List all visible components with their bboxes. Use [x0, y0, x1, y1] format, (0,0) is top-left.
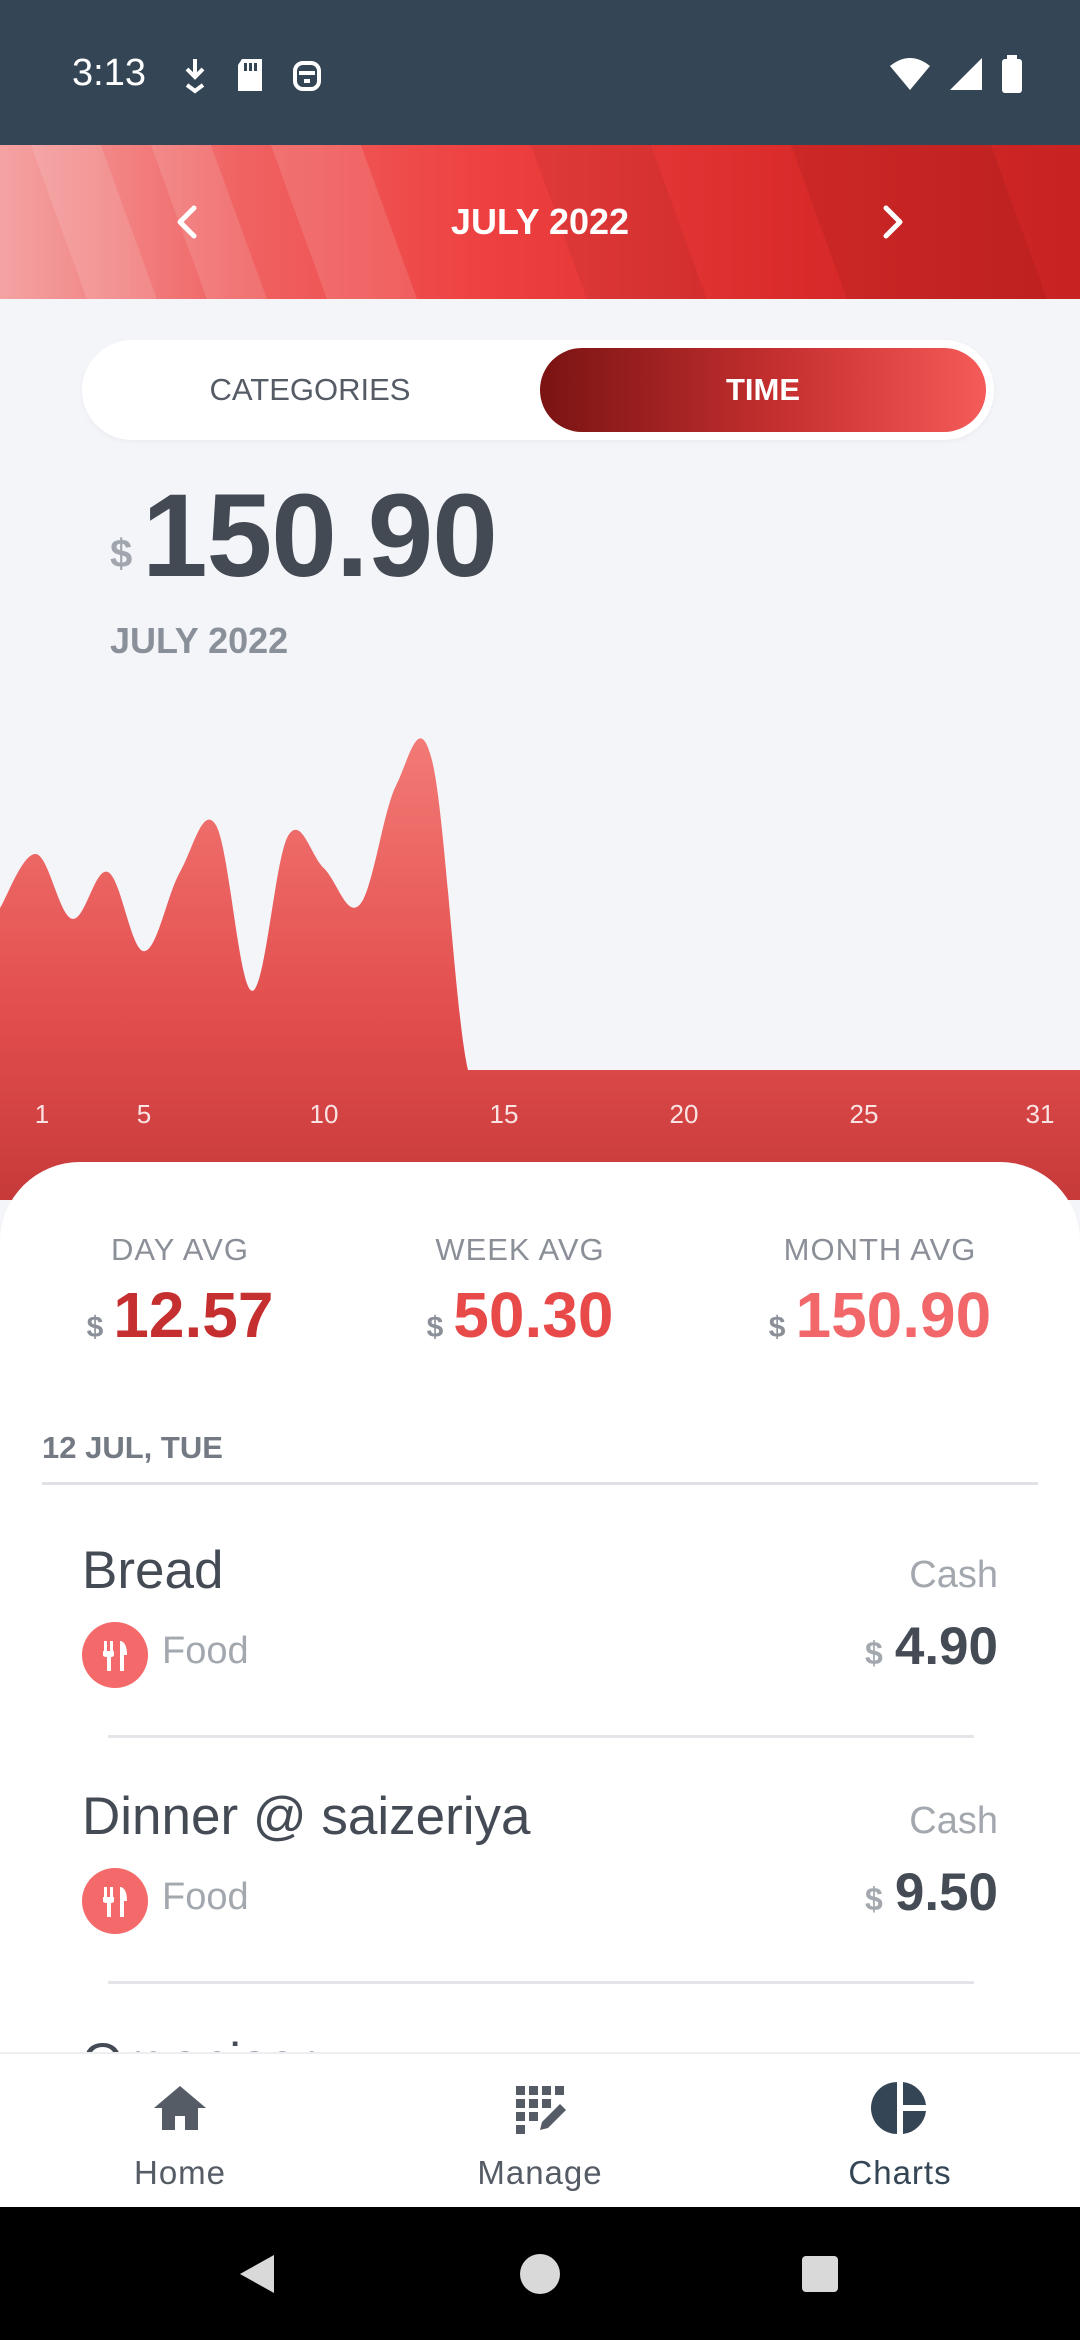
- recents-square-icon: [802, 2256, 838, 2292]
- battery-icon: [1002, 55, 1022, 93]
- transaction-payment-method: Cash: [909, 1554, 998, 1596]
- x-tick-label: 15: [490, 1099, 519, 1129]
- system-recents-button[interactable]: [785, 2239, 855, 2309]
- transaction-divider: [108, 1735, 974, 1738]
- x-tick-label: 10: [310, 1099, 339, 1129]
- status-system-icons: [888, 55, 1024, 93]
- details-sheet: DAY AVG $ 12.57 WEEK AVG $ 50.30 MONTH A…: [0, 1162, 1080, 2182]
- total-period: JULY 2022: [110, 620, 289, 661]
- system-back-button[interactable]: [222, 2239, 292, 2309]
- nav-charts-label: Charts: [848, 2154, 952, 2191]
- week-average-value: 50.30: [453, 1279, 614, 1351]
- nav-charts[interactable]: Charts: [720, 2054, 1080, 2209]
- nav-manage[interactable]: Manage: [360, 2054, 720, 2209]
- transaction-category: Food: [162, 1876, 249, 1918]
- transaction-currency: $: [865, 1635, 883, 1671]
- month-average-currency: $: [768, 1311, 786, 1344]
- status-time: 3:13: [72, 52, 146, 94]
- x-tick-label: 1: [35, 1099, 49, 1129]
- x-tick-label: 31: [1026, 1099, 1055, 1129]
- tab-categories[interactable]: CATEGORIES: [209, 372, 411, 407]
- home-circle-icon: [520, 2254, 560, 2294]
- previous-month-button[interactable]: [157, 192, 217, 252]
- transaction-title: Dinner @ saizeriya: [82, 1787, 531, 1846]
- nav-home[interactable]: Home: [0, 2054, 360, 2209]
- view-mode-tabs: CATEGORIES TIME: [82, 340, 994, 440]
- transaction-currency: $: [865, 1881, 883, 1917]
- next-month-button[interactable]: [863, 192, 923, 252]
- transaction-amount: $ 4.90: [865, 1616, 998, 1677]
- back-triangle-icon: [240, 2255, 274, 2293]
- cell-signal-icon: [950, 58, 982, 90]
- transaction-payment-method: Cash: [909, 1800, 998, 1842]
- month-average: MONTH AVG $ 150.90: [700, 1232, 1060, 1352]
- transaction-value: 4.90: [894, 1617, 998, 1676]
- day-average-label: DAY AVG: [111, 1232, 249, 1267]
- home-icon: [154, 2086, 206, 2130]
- nav-home-label: Home: [133, 2154, 227, 2191]
- x-tick-label: 5: [137, 1099, 151, 1129]
- bottom-navigation: Home Manage Charts: [0, 2052, 1080, 2207]
- transaction-amount: $ 9.50: [865, 1862, 998, 1923]
- month-title: JULY 2022: [450, 201, 630, 242]
- manage-icon: [516, 2086, 566, 2134]
- week-average-currency: $: [426, 1311, 444, 1344]
- system-navigation-bar: [0, 2207, 1080, 2340]
- fork-knife-icon: [82, 1622, 148, 1688]
- transaction-divider: [108, 1981, 974, 1984]
- status-bar: 3:13: [0, 0, 1080, 145]
- month-header: JULY 2022: [0, 145, 1080, 299]
- total-currency: $: [110, 532, 133, 576]
- wifi-icon: [890, 58, 930, 90]
- transaction-row[interactable]: Dinner @ saizeriya Cash Food $ 9.50: [0, 1738, 1080, 1984]
- x-tick-label: 20: [670, 1099, 699, 1129]
- transaction-value: 9.50: [894, 1863, 998, 1922]
- day-average-currency: $: [86, 1311, 104, 1344]
- day-average-value: 12.57: [113, 1279, 274, 1351]
- total-amount: 150.90: [142, 470, 498, 602]
- date-group-header: 12 JUL, TUE: [42, 1430, 223, 1465]
- month-average-value: 150.90: [795, 1279, 992, 1351]
- pie-chart-icon: [871, 2082, 926, 2134]
- transaction-title: Bread: [82, 1541, 224, 1600]
- x-tick-label: 25: [850, 1099, 879, 1129]
- status-notification-icons: [180, 55, 324, 95]
- system-home-button[interactable]: [505, 2239, 575, 2309]
- day-average: DAY AVG $ 12.57: [0, 1232, 360, 1352]
- chevron-right-icon: [883, 205, 903, 239]
- nav-manage-label: Manage: [477, 2154, 603, 2191]
- tab-time[interactable]: TIME: [540, 348, 986, 432]
- download-icon: [185, 59, 205, 94]
- week-average-label: WEEK AVG: [435, 1232, 605, 1267]
- robot-icon: [293, 61, 321, 91]
- sd-card-icon: [238, 59, 262, 91]
- week-average: WEEK AVG $ 50.30: [340, 1232, 700, 1352]
- chevron-left-icon: [177, 205, 197, 239]
- fork-knife-icon: [82, 1868, 148, 1934]
- date-divider: [42, 1482, 1038, 1485]
- month-average-label: MONTH AVG: [783, 1232, 977, 1267]
- transaction-category: Food: [162, 1630, 249, 1672]
- transaction-row[interactable]: Bread Cash Food $ 4.90: [0, 1492, 1080, 1738]
- chart-area-series: [0, 738, 1080, 1200]
- spending-area-chart: 1 5 10 15 20 25 31: [0, 680, 1080, 1200]
